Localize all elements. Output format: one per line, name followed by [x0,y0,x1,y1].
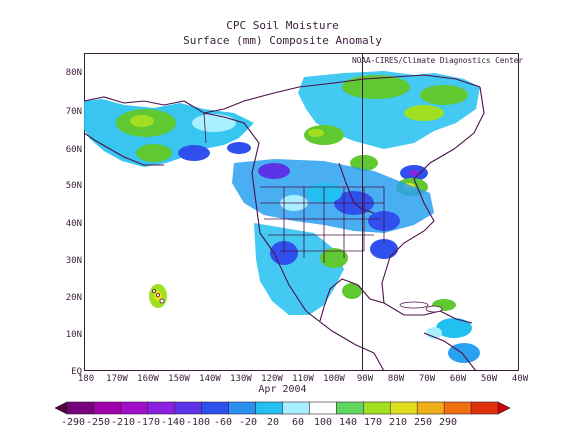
colorbar-label: 210 [388,417,408,428]
anomaly-map [84,53,519,371]
colorbar-label: -140 [160,417,186,428]
lon-label: 120W [261,374,283,384]
state-borders [203,112,385,263]
lat-label: 30N [65,256,82,266]
lon-label: 150W [168,374,190,384]
lon-label: 130W [230,374,252,384]
colorbar-cell [443,401,472,415]
lat-label: 70N [65,107,82,117]
lon-label: 50W [480,374,498,384]
lon-label: 90W [356,374,374,384]
lon-label: 110W [292,374,314,384]
colorbar [55,401,510,415]
colorbar-cell [120,401,149,415]
lat-label: 20N [65,293,82,303]
colorbar-cell [497,401,510,415]
colorbar-cell [470,401,499,415]
colorbar-label: 100 [313,417,333,428]
lat-label: 40N [65,219,82,229]
colorbar-label: -210 [110,417,136,428]
lon-label: 80W [387,374,405,384]
lon-label: 160W [137,374,159,384]
colorbar-cell [282,401,311,415]
colorbar-cell [55,401,68,415]
colorbar-label: 170 [363,417,383,428]
colorbar-label: 60 [291,417,305,428]
lat-label: 10N [65,330,82,340]
colorbar-label: -20 [238,417,258,428]
colorbar-label: 140 [338,417,358,428]
map-title: CPC Soil Moisture [226,19,339,32]
coastlines [84,74,485,371]
colorbar-label: -290 [60,417,86,428]
colorbar-cell [309,401,338,415]
lon-label: 100W [323,374,345,384]
lon-label: 40W [511,374,529,384]
colorbar-cell [201,401,230,415]
colorbar-cell [255,401,284,415]
lat-label: EQ [71,367,82,377]
colorbar-label: -250 [85,417,111,428]
colorbar-cell [174,401,203,415]
colorbar-cell [416,401,445,415]
islands [152,289,443,313]
colorbar-cell [336,401,365,415]
colorbar-label: -170 [135,417,161,428]
period-label: Apr 2004 [258,384,307,395]
lat-label: 60N [65,145,82,155]
lon-label: 180 [77,374,95,384]
colorbar-label: 250 [413,417,433,428]
colorbar-cell [93,401,122,415]
colorbar-cell [389,401,418,415]
colorbar-cell [228,401,257,415]
lon-label: 70W [418,374,436,384]
colorbar-cell [363,401,392,415]
colorbar-label: 290 [438,417,458,428]
colorbar-cell [66,401,95,415]
lat-label: 50N [65,181,82,191]
colorbar-label: 20 [266,417,280,428]
map-subtitle: Surface (mm) Composite Anomaly [183,34,382,47]
colorbar-cell [147,401,176,415]
credit-label: NOAA-CIRES/Climate Diagnostics Center [352,56,523,65]
lon-label: 60W [449,374,467,384]
colorbar-label: -60 [213,417,233,428]
lon-label: 140W [199,374,221,384]
lat-label: 80N [65,68,82,78]
colorbar-label: -100 [185,417,211,428]
lon-label: 170W [106,374,128,384]
